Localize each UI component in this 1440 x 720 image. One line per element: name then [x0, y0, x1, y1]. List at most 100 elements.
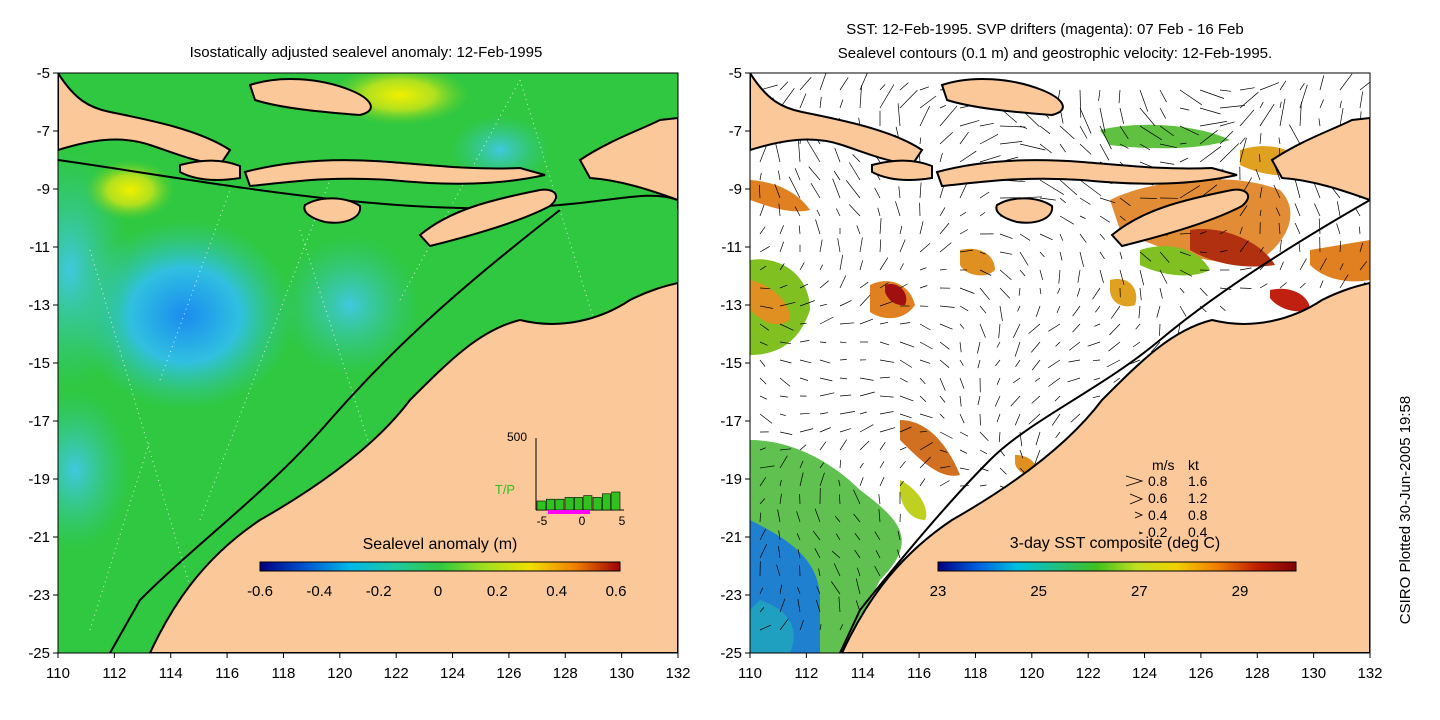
velocity-arrow — [853, 513, 861, 523]
velocity-arrow — [979, 191, 990, 199]
velocity-arrow — [919, 105, 931, 127]
velocity-arrow — [1259, 187, 1263, 199]
right-map-panel: SST: 12-Feb-1995. SVP drifters (magenta)… — [749, 21, 1371, 654]
velocity-arrow — [1298, 242, 1301, 253]
velocity-arrow — [1139, 143, 1151, 151]
velocity-arrow — [759, 498, 766, 505]
velocity-arrow — [1017, 305, 1021, 312]
velocity-arrow — [899, 377, 908, 383]
velocity-arrow — [1012, 377, 1021, 384]
velocity-arrow — [779, 448, 792, 451]
satellite-ground-tracks — [89, 79, 601, 631]
velocity-arrow — [1099, 197, 1116, 204]
x-tick-label: 110 — [738, 665, 762, 682]
velocity-arrow — [1054, 395, 1061, 402]
velocity-arrow — [1059, 251, 1063, 261]
velocity-arrow — [999, 125, 1026, 128]
colorbar-tick-label: 27 — [1131, 583, 1148, 600]
velocity-arrow — [1139, 197, 1157, 199]
inset-drifter-marker — [548, 510, 590, 514]
velocity-arrow — [919, 341, 933, 350]
velocity-arrow — [1259, 82, 1280, 91]
velocity-arrow — [959, 341, 962, 353]
velocity-arrow — [1048, 359, 1061, 368]
velocity-arrow — [999, 141, 1023, 145]
velocity-arrow — [1339, 108, 1344, 127]
velocity-arrow — [979, 122, 994, 127]
y-tick-label: -19 — [720, 471, 742, 488]
velocity-arrow — [859, 281, 869, 289]
velocity-arrow — [879, 461, 885, 469]
velocity-arrow — [1099, 215, 1110, 223]
velocity-arrow — [879, 84, 886, 91]
velocity-arrow — [1099, 251, 1105, 259]
velocity-arrow — [995, 359, 1001, 367]
velocity-arrow — [779, 493, 782, 505]
left-colorbar-gradient — [259, 561, 621, 572]
velocity-arrow — [919, 456, 931, 469]
velocity-arrow — [778, 546, 781, 559]
velocity-arrow — [1119, 251, 1123, 260]
velocity-arrow — [959, 120, 980, 127]
legend-row-1-kt: 1.2 — [1188, 490, 1208, 506]
x-tick-label: 126 — [496, 665, 521, 682]
x-tick-label: 118 — [963, 665, 987, 682]
velocity-arrow — [1199, 89, 1225, 99]
velocity-arrow — [819, 377, 833, 382]
velocity-arrow — [919, 395, 927, 403]
velocity-arrow — [859, 318, 874, 325]
velocity-arrow — [874, 187, 881, 199]
velocity-arrow — [759, 287, 771, 290]
velocity-arrow — [996, 377, 1001, 385]
velocity-arrow — [1359, 226, 1361, 235]
velocity-arrow — [1057, 287, 1061, 294]
velocity-arrow — [1336, 201, 1341, 217]
velocity-arrow — [819, 73, 827, 91]
legend-row-3-ms: 0.2 — [1148, 524, 1168, 540]
left-map-field: 500 T/P -5 0 5 Sealevel anomaly (m) -0.6… — [58, 73, 678, 653]
right-panel-title-line1: SST: 12-Feb-1995. SVP drifters (magenta)… — [846, 21, 1243, 38]
velocity-arrow — [899, 89, 918, 109]
velocity-arrow — [1219, 287, 1232, 290]
velocity-arrow — [1068, 359, 1081, 363]
velocity-arrow — [939, 341, 950, 350]
velocity-arrow — [834, 147, 841, 163]
x-tick-label: 124 — [1132, 665, 1157, 682]
y-tick-label: -13 — [720, 297, 742, 314]
velocity-arrow — [1219, 130, 1234, 145]
australia-mainland — [148, 281, 678, 653]
velocity-arrow — [1108, 341, 1121, 352]
velocity-arrow — [1019, 143, 1046, 151]
velocity-arrow — [1119, 107, 1125, 124]
velocity-arrow — [839, 428, 852, 433]
velocity-arrow — [808, 166, 821, 181]
bali-lombok — [179, 159, 241, 181]
velocity-arrow — [1079, 107, 1092, 134]
velocity-arrow — [939, 268, 947, 271]
legend-row-2-ms: 0.4 — [1148, 507, 1168, 523]
velocity-arrow — [899, 341, 915, 348]
velocity-arrow — [778, 530, 781, 541]
velocity-arrow — [1239, 267, 1252, 271]
velocity-arrow — [774, 183, 781, 199]
legend-row-0-ms: 0.8 — [1148, 473, 1168, 489]
velocity-arrow — [1079, 233, 1087, 243]
velocity-arrow — [1239, 87, 1255, 91]
right-panel-title-line2: Sealevel contours (0.1 m) and geostrophi… — [838, 45, 1272, 62]
velocity-arrow — [1219, 305, 1226, 311]
velocity-arrow — [1239, 287, 1252, 289]
velocity-arrow — [1028, 323, 1041, 334]
velocity-arrow — [779, 395, 788, 398]
velocity-arrow — [839, 394, 852, 397]
velocity-arrow — [899, 322, 911, 325]
velocity-arrow — [1299, 83, 1305, 91]
velocity-arrow — [797, 549, 801, 559]
x-tick-label: 114 — [159, 665, 183, 682]
velocity-arrow — [1035, 305, 1041, 317]
velocity-arrow — [1039, 125, 1051, 135]
left-axes: 110 112 114 116 118 120 122 124 126 128 130 132 -5 -7… — [28, 65, 690, 682]
velocity-arrow — [999, 467, 1007, 475]
velocity-arrow — [797, 586, 801, 595]
inset-tick-0: -5 — [537, 514, 548, 528]
velocity-arrow — [919, 182, 922, 199]
